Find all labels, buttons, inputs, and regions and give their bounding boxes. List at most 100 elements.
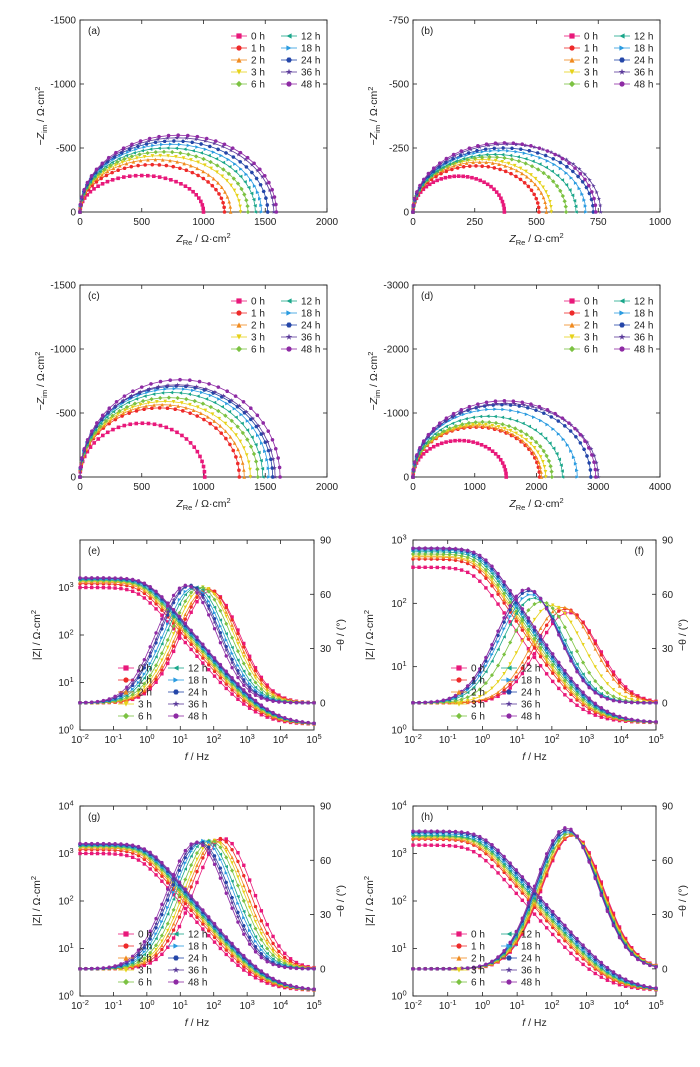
phase-point <box>183 911 187 915</box>
data-point <box>513 142 519 147</box>
legend-marker <box>456 701 462 707</box>
phase-point <box>154 677 158 682</box>
data-point <box>166 154 170 158</box>
data-point <box>453 438 457 443</box>
phase-point <box>159 623 164 627</box>
data-point <box>486 165 491 169</box>
data-point <box>186 143 191 148</box>
phase-point <box>130 692 135 697</box>
modulus-point <box>617 983 622 987</box>
phase-point <box>514 611 518 616</box>
modulus-point <box>526 637 531 641</box>
phase-point <box>113 964 117 968</box>
legend-marker <box>123 931 129 937</box>
modulus-point <box>478 553 482 558</box>
phase-point <box>581 621 585 625</box>
data-point <box>227 409 232 414</box>
modulus-point <box>154 855 158 859</box>
data-point <box>203 408 208 413</box>
modulus-point <box>453 547 458 551</box>
modulus-point <box>483 567 488 572</box>
phase-point <box>230 848 234 852</box>
modulus-point <box>557 924 561 928</box>
data-point <box>222 142 227 147</box>
phase-point <box>514 679 518 684</box>
modulus-point <box>411 843 415 847</box>
data-point <box>472 155 477 161</box>
modulus-point <box>557 939 561 943</box>
modulus-point <box>183 640 187 645</box>
legend: 0 h1 h2 h3 h6 h12 h18 h24 h36 h48 h <box>231 32 320 91</box>
data-point <box>137 141 143 146</box>
modulus-point <box>224 952 228 957</box>
data-point <box>544 190 548 194</box>
phase-point <box>136 957 141 962</box>
phase-point <box>247 662 252 666</box>
data-point <box>261 189 266 194</box>
modulus-point <box>508 588 512 593</box>
data-point <box>238 454 243 458</box>
data-point <box>124 153 129 158</box>
phase-point <box>538 596 543 601</box>
modulus-point <box>207 667 211 672</box>
data-point <box>468 406 473 411</box>
data-point <box>202 475 207 479</box>
data-point <box>500 152 505 157</box>
phase-point <box>154 948 158 952</box>
phase-point <box>465 684 470 688</box>
data-point <box>551 157 556 161</box>
data-point <box>501 407 505 412</box>
phase-point <box>569 610 573 615</box>
phase-point <box>557 843 561 848</box>
data-point <box>582 447 587 451</box>
x-tick-label: 0 <box>77 482 83 493</box>
panel-label: (a) <box>88 26 100 37</box>
modulus-point <box>312 721 316 725</box>
data-point <box>138 158 143 163</box>
data-point <box>157 146 161 151</box>
phase-point <box>107 965 111 969</box>
data-point <box>195 145 199 149</box>
data-point <box>543 153 548 158</box>
data-point <box>474 177 478 181</box>
legend-label: 48 h <box>634 80 653 91</box>
modulus-point <box>514 597 518 602</box>
data-point <box>122 175 126 179</box>
phase-point <box>177 875 182 879</box>
data-point <box>564 183 569 187</box>
phase-point <box>177 901 182 905</box>
data-point <box>187 392 192 396</box>
phase-point <box>496 633 500 638</box>
phase-point <box>148 645 152 649</box>
modulus-point <box>119 586 123 591</box>
data-point <box>435 171 440 176</box>
series-1h <box>78 836 316 992</box>
modulus-point <box>148 856 153 861</box>
panel-label: (b) <box>421 26 433 37</box>
data-point <box>99 165 104 169</box>
phase-point <box>247 686 252 691</box>
phase-point <box>212 589 217 593</box>
data-point <box>175 430 179 435</box>
y-tick-label: 0 <box>403 208 409 219</box>
modulus-point <box>551 923 555 928</box>
data-point <box>110 178 115 182</box>
data-point <box>502 141 507 145</box>
data-point <box>424 184 429 189</box>
data-point <box>447 426 452 431</box>
data-point <box>587 177 592 182</box>
data-point <box>538 444 543 449</box>
phase-point <box>575 631 579 635</box>
data-point <box>184 405 188 410</box>
modulus-point <box>212 932 217 937</box>
modulus-point <box>294 985 299 989</box>
phase-point <box>490 686 494 691</box>
modulus-point <box>148 590 153 595</box>
phase-point <box>78 700 82 705</box>
phase-point <box>189 595 193 599</box>
data-point <box>514 149 519 154</box>
phase-point <box>236 631 240 636</box>
data-point <box>153 149 158 155</box>
data-point <box>118 153 123 158</box>
data-point <box>548 464 553 469</box>
